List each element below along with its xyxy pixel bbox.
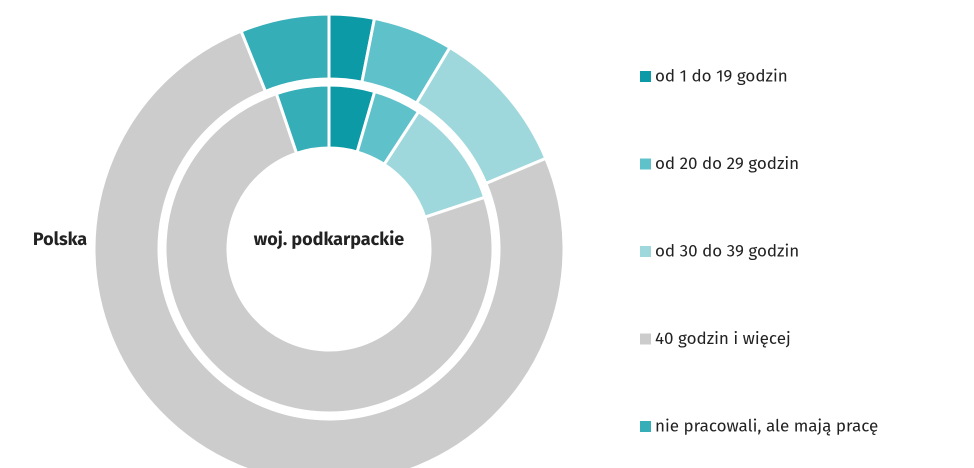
legend-swatch (640, 246, 651, 257)
legend-label: 40 godzin i więcej (655, 328, 791, 349)
donut-segment (274, 83, 331, 156)
legend: od 1 do 19 godzin od 20 do 29 godzin od 30… (640, 65, 878, 436)
legend-label: od 1 do 19 godzin (655, 65, 788, 86)
legend-label: od 30 do 39 godzin (655, 240, 799, 261)
legend-label: od 20 do 29 godzin (655, 153, 799, 174)
legend-swatch (640, 333, 651, 345)
outer-ring-label: Polska (33, 228, 87, 250)
rings (92, 12, 566, 468)
legend-swatch (640, 158, 651, 170)
legend-label: nie pracowali, ale mają pracę (655, 415, 878, 436)
donut-segment (163, 91, 495, 415)
legend-swatch (640, 71, 651, 82)
donut-segment (92, 29, 566, 468)
legend-swatch (640, 421, 651, 432)
donut-segment (239, 12, 331, 94)
inner-ring-label: woj. podkarpackie (254, 228, 405, 250)
